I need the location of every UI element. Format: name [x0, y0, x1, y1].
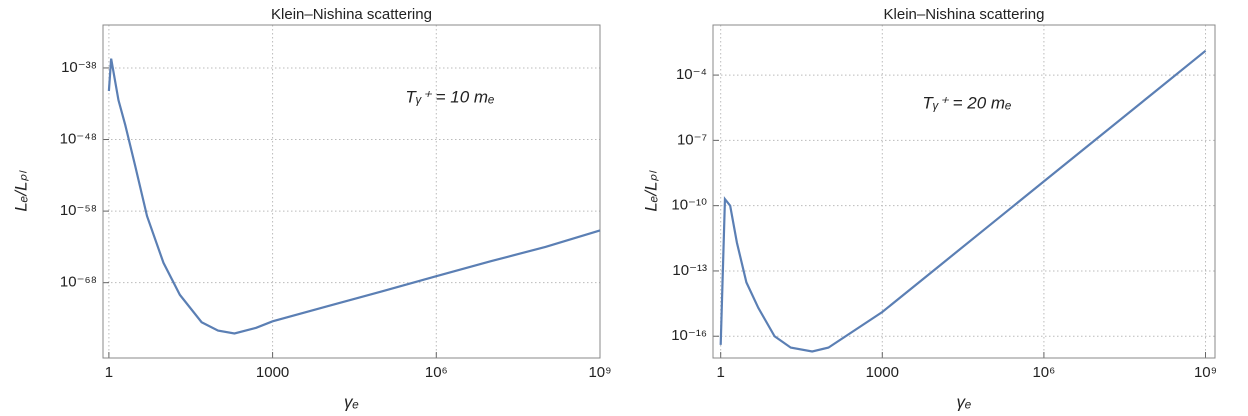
x-tick-label: 1000: [866, 364, 899, 381]
y-tick-label: 10⁻¹⁰: [671, 197, 707, 214]
x-tick-label: 10⁹: [1194, 364, 1217, 381]
y-axis-label: Lₑ/Lₚₗ: [641, 170, 660, 211]
x-tick-label: 10⁶: [1032, 364, 1055, 381]
y-tick-label: 10⁻⁷: [677, 131, 707, 148]
line: [719, 49, 1207, 353]
x-axis-label: γₑ: [344, 392, 359, 411]
y-tick-label: 10⁻¹³: [672, 262, 707, 279]
x-tick-label: 1: [717, 364, 725, 381]
annotation: Tᵧ⁺ = 20 mₑ: [922, 93, 1011, 112]
y-tick-label: 10⁻⁶⁸: [60, 274, 97, 291]
annotation: Tᵧ⁺ = 10 mₑ: [405, 87, 494, 106]
x-tick-label: 10⁹: [588, 364, 611, 381]
y-axis-label: Lₑ/Lₚₗ: [11, 170, 30, 211]
x-axis-label: γₑ: [956, 392, 971, 411]
plot-frame: [102, 24, 601, 359]
y-tick-label: 10⁻⁴⁸: [60, 130, 97, 147]
y-tick-label: 10⁻³⁸: [61, 59, 97, 76]
chart-title: Klein–Nishina scattering: [271, 6, 432, 23]
y-tick-label: 10⁻⁴: [676, 66, 707, 83]
plot-frame: [712, 24, 1216, 359]
x-tick-label: 1: [105, 364, 113, 381]
y-tick-label: 10⁻¹⁶: [671, 327, 707, 344]
x-tick-label: 10⁶: [425, 364, 448, 381]
chart-title: Klein–Nishina scattering: [884, 6, 1045, 23]
x-tick-label: 1000: [256, 364, 289, 381]
y-tick-label: 10⁻⁵⁸: [60, 202, 97, 219]
line: [107, 58, 601, 335]
